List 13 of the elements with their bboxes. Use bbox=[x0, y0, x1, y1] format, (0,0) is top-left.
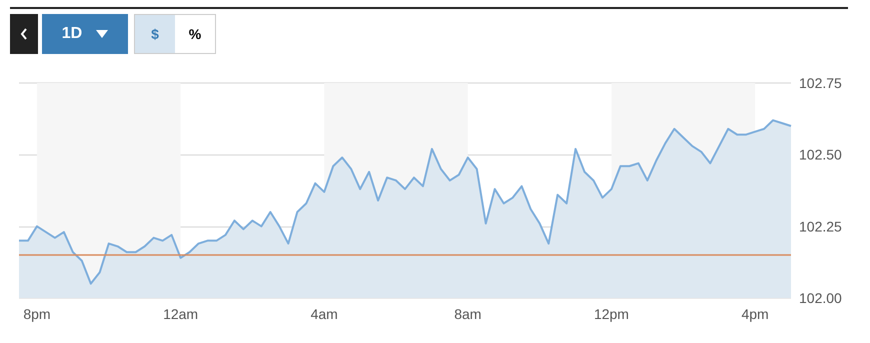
text: % bbox=[188, 25, 202, 44]
x-tick-label: 8am bbox=[454, 306, 482, 322]
y-tick-label: 102.25 bbox=[799, 218, 842, 234]
x-tick-label: 12am bbox=[163, 306, 198, 322]
text: $ bbox=[135, 15, 175, 53]
x-tick-label: 8pm bbox=[23, 306, 51, 322]
x-tick-label: 12pm bbox=[594, 306, 629, 322]
y-tick-label: 102.50 bbox=[799, 146, 842, 163]
x-tick-label: 4pm bbox=[741, 306, 769, 322]
y-tick-label: 102.00 bbox=[799, 290, 842, 306]
text: 1D bbox=[62, 25, 82, 43]
y-tick-label: 102.75 bbox=[799, 75, 842, 91]
x-tick-label: 4am bbox=[310, 306, 338, 322]
